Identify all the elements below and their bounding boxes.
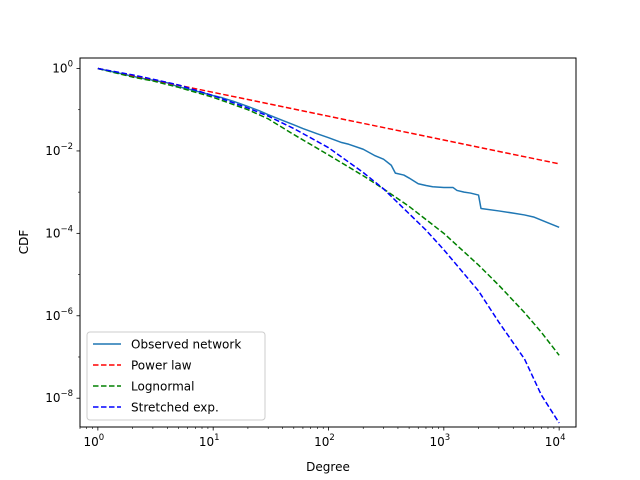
legend: Observed network Power law Lognormal Stretc…: [86, 331, 266, 421]
legend-label: Power law: [131, 359, 192, 373]
y-tick-label: 100: [52, 60, 73, 76]
x-tick-label: 103: [429, 433, 450, 449]
x-tick-label: 104: [545, 433, 566, 449]
legend-items: Observed network Power law Lognormal Stretc…: [93, 338, 241, 415]
x-tick-label: 102: [314, 433, 335, 449]
y-tick-label: 10−8: [45, 389, 73, 405]
y-tick-label: 10−6: [45, 307, 73, 323]
series-line-observed-network: [97, 67, 560, 229]
legend-label: Observed network: [131, 338, 241, 352]
x-tick-label: 101: [199, 433, 220, 449]
legend-box: [86, 331, 266, 421]
y-axis-label: CDF: [17, 230, 31, 255]
axis-ticks: 100 101 102 103 104 100 10−2 10−4 10−6 10−8: [45, 60, 565, 449]
x-tick-label: 100: [84, 433, 105, 449]
series-line-power-law: [97, 67, 560, 165]
legend-label: Stretched exp.: [131, 401, 219, 415]
y-tick-label: 10−4: [45, 224, 73, 240]
legend-label: Lognormal: [131, 380, 194, 394]
y-tick-label: 10−2: [45, 142, 73, 158]
series-line-lognormal: [97, 67, 560, 356]
x-axis-label: Degree: [306, 460, 350, 474]
plot-area-frame: [79, 57, 577, 428]
series-layer: [97, 67, 560, 424]
series-line-stretched-exp: [97, 67, 560, 424]
